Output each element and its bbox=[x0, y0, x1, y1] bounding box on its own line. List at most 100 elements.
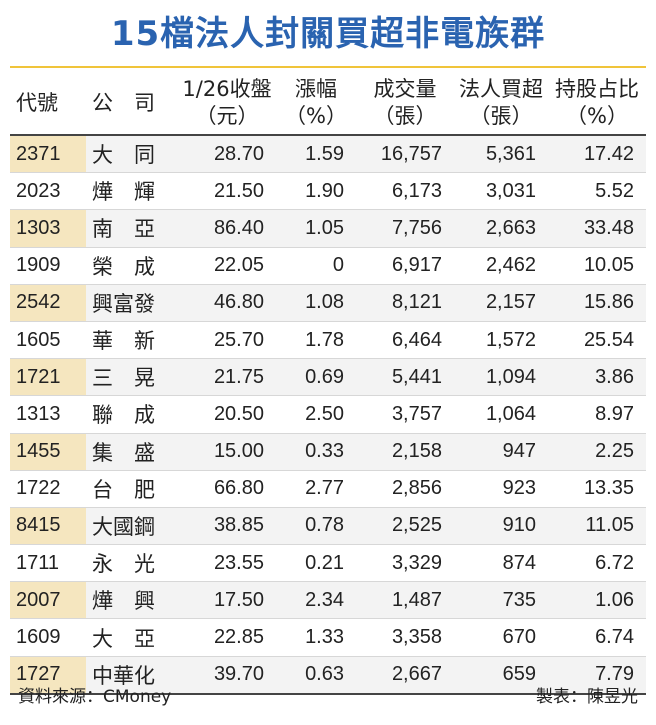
column-header-net-buy: 法人買超 （張） bbox=[454, 72, 548, 136]
cell-name: 永 光 bbox=[86, 544, 178, 583]
cell-change: 0.63 bbox=[276, 656, 356, 695]
cell-change: 1.59 bbox=[276, 135, 356, 174]
cell-change: 0.69 bbox=[276, 358, 356, 397]
column-header-label: 代號 bbox=[16, 90, 58, 115]
cell-close: 22.85 bbox=[178, 618, 276, 657]
cell-code: 8415 bbox=[10, 507, 86, 546]
cell-close: 66.80 bbox=[178, 470, 276, 508]
page-title: 15檔法人封關買超非電族群 bbox=[110, 14, 546, 54]
column-header-label: 1/26收盤 bbox=[182, 77, 272, 101]
cell-net-buy: 1,572 bbox=[454, 321, 548, 360]
column-header-unit: （張） bbox=[373, 104, 437, 128]
cell-close: 28.70 bbox=[178, 135, 276, 174]
table-row: 1313 聯 成 20.50 2.50 3,757 1,064 8.97 bbox=[10, 395, 646, 434]
cell-change: 2.50 bbox=[276, 395, 356, 434]
cell-volume: 3,329 bbox=[356, 544, 454, 583]
table-row: 1722 台 肥 66.80 2.77 2,856 923 13.35 bbox=[10, 470, 646, 508]
cell-holding: 25.54 bbox=[548, 321, 646, 360]
table-row: 2371 大 同 28.70 1.59 16,757 5,361 17.42 bbox=[10, 135, 646, 174]
cell-name: 大 同 bbox=[86, 135, 178, 174]
column-header-label: 持股占比 bbox=[555, 77, 639, 101]
table-row: 1609 大 亞 22.85 1.33 3,358 670 6.74 bbox=[10, 618, 646, 657]
cell-holding: 10.05 bbox=[548, 247, 646, 285]
cell-change: 0.33 bbox=[276, 433, 356, 471]
cell-volume: 2,158 bbox=[356, 433, 454, 471]
cell-code: 1722 bbox=[10, 470, 86, 508]
footer: 資料來源：CMoney 製表：陳昱光 bbox=[10, 684, 644, 710]
cell-code: 1727 bbox=[10, 656, 86, 695]
table-row: 1303 南 亞 86.40 1.05 7,756 2,663 33.48 bbox=[10, 209, 646, 248]
cell-volume: 1,487 bbox=[356, 581, 454, 620]
table-row: 1605 華 新 25.70 1.78 6,464 1,572 25.54 bbox=[10, 321, 646, 360]
cell-holding: 5.52 bbox=[548, 172, 646, 211]
cell-name: 集 盛 bbox=[86, 433, 178, 471]
column-header-close: 1/26收盤 （元） bbox=[178, 72, 276, 136]
cell-name: 南 亞 bbox=[86, 209, 178, 248]
cell-name: 聯 成 bbox=[86, 395, 178, 434]
column-header-name: 公 司 bbox=[86, 72, 178, 136]
cell-net-buy: 2,663 bbox=[454, 209, 548, 248]
cell-holding: 8.97 bbox=[548, 395, 646, 434]
cell-name: 興富發 bbox=[86, 284, 178, 322]
cell-net-buy: 670 bbox=[454, 618, 548, 657]
cell-name: 華 新 bbox=[86, 321, 178, 360]
cell-holding: 17.42 bbox=[548, 135, 646, 174]
cell-close: 86.40 bbox=[178, 209, 276, 248]
cell-volume: 2,667 bbox=[356, 656, 454, 695]
cell-volume: 16,757 bbox=[356, 135, 454, 174]
cell-holding: 1.06 bbox=[548, 581, 646, 620]
cell-code: 1303 bbox=[10, 209, 86, 248]
column-header-unit: （元） bbox=[195, 104, 259, 128]
column-header-change: 漲幅 （%） bbox=[276, 72, 356, 136]
cell-name: 燁 興 bbox=[86, 581, 178, 620]
column-header-label: 法人買超 bbox=[459, 77, 543, 101]
cell-code: 2542 bbox=[10, 284, 86, 322]
cell-code: 2023 bbox=[10, 172, 86, 211]
cell-name: 三 晃 bbox=[86, 358, 178, 397]
cell-net-buy: 5,361 bbox=[454, 135, 548, 174]
table-row: 1711 永 光 23.55 0.21 3,329 874 6.72 bbox=[10, 544, 646, 583]
cell-close: 17.50 bbox=[178, 581, 276, 620]
table-row: 8415 大國鋼 38.85 0.78 2,525 910 11.05 bbox=[10, 507, 646, 546]
cell-net-buy: 735 bbox=[454, 581, 548, 620]
cell-code: 1313 bbox=[10, 395, 86, 434]
cell-net-buy: 947 bbox=[454, 433, 548, 471]
cell-close: 25.70 bbox=[178, 321, 276, 360]
column-header-holding: 持股占比 （%） bbox=[548, 72, 646, 136]
cell-holding: 13.35 bbox=[548, 470, 646, 508]
cell-close: 21.50 bbox=[178, 172, 276, 211]
cell-net-buy: 3,031 bbox=[454, 172, 548, 211]
title-divider bbox=[10, 66, 646, 68]
cell-volume: 8,121 bbox=[356, 284, 454, 322]
cell-change: 2.77 bbox=[276, 470, 356, 508]
table-row: 1721 三 晃 21.75 0.69 5,441 1,094 3.86 bbox=[10, 358, 646, 397]
cell-name: 燁 輝 bbox=[86, 172, 178, 211]
cell-name: 中華化 bbox=[86, 656, 178, 695]
cell-code: 2007 bbox=[10, 581, 86, 620]
cell-holding: 33.48 bbox=[548, 209, 646, 248]
cell-close: 38.85 bbox=[178, 507, 276, 546]
stock-table: 代號公 司 1/26收盤 （元） 漲幅 （%） 成交量 （張） 法人買超 （張） 持股占比 （%） … bbox=[10, 72, 646, 695]
cell-code: 1605 bbox=[10, 321, 86, 360]
cell-net-buy: 910 bbox=[454, 507, 548, 546]
cell-name: 榮 成 bbox=[86, 247, 178, 285]
table-row: 2542 興富發 46.80 1.08 8,121 2,157 15.86 bbox=[10, 284, 646, 322]
cell-change: 2.34 bbox=[276, 581, 356, 620]
maker-credit: 製表：陳昱光 bbox=[536, 687, 638, 707]
cell-net-buy: 2,157 bbox=[454, 284, 548, 322]
cell-code: 1909 bbox=[10, 247, 86, 285]
table-header-row: 代號 公 司 1/26收盤 （元） 漲幅 （%） 成交量 （張） 法人買超 （張） 持股占比 （%） bbox=[10, 72, 646, 136]
column-header-unit: （張） bbox=[469, 104, 533, 128]
table-row: 2023 燁 輝 21.50 1.90 6,173 3,031 5.52 bbox=[10, 172, 646, 211]
cell-close: 20.50 bbox=[178, 395, 276, 434]
cell-change: 1.90 bbox=[276, 172, 356, 211]
cell-code: 1711 bbox=[10, 544, 86, 583]
cell-change: 0 bbox=[276, 247, 356, 285]
table-row: 1909 榮 成 22.05 0 6,917 2,462 10.05 bbox=[10, 247, 646, 285]
cell-code: 2371 bbox=[10, 135, 86, 174]
cell-change: 1.05 bbox=[276, 209, 356, 248]
cell-volume: 3,757 bbox=[356, 395, 454, 434]
source-note: 資料來源：CMoney bbox=[18, 687, 172, 707]
